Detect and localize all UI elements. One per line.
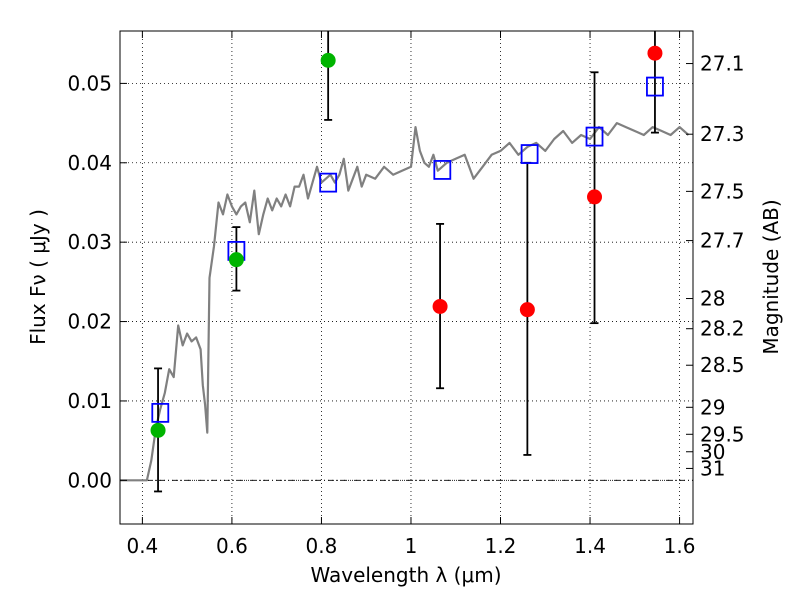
grid: [120, 31, 693, 524]
y2-tick-label: 29.5: [700, 422, 745, 446]
y2-tick-label: 28: [700, 287, 725, 311]
template-spectrum-line: [120, 121, 690, 482]
template-spectrum-layer: [120, 121, 690, 482]
model-square: [151, 402, 170, 423]
model-square-layer: [151, 76, 664, 423]
y2-tick-label: 27.7: [700, 229, 745, 253]
x-tick-label: 0.8: [306, 534, 338, 558]
y-axis-ticks: 0.00 0.01 0.02 0.03 0.04 0.05: [67, 71, 127, 492]
y-tick-label: 0.04: [67, 151, 112, 175]
red-point: [587, 189, 603, 205]
green-point: [150, 422, 166, 438]
x-axis-ticks: 0.4 0.6 0.8 1 1.2 1.4 1.6: [126, 31, 695, 558]
y-tick-label: 0.02: [67, 310, 112, 334]
model-square: [319, 172, 338, 193]
y2-tick-label: 27.3: [700, 122, 745, 146]
y-tick-label: 0.05: [67, 71, 112, 95]
x-axis-label: Wavelength λ (μm): [310, 563, 501, 587]
model-square: [520, 144, 539, 164]
y2-tick-label: 28.5: [700, 353, 745, 377]
y-tick-label: 0.03: [67, 230, 112, 254]
y2-tick-label: 31: [700, 456, 725, 480]
x-tick-label: 1.4: [574, 534, 606, 558]
y-tick-label: 0.01: [67, 389, 112, 413]
model-square: [433, 160, 452, 180]
green-point: [320, 52, 336, 68]
x-tick-label: 1: [405, 534, 418, 558]
red-point: [432, 298, 448, 314]
y2-tick-label: 28.2: [700, 317, 745, 341]
y2-tick-label: 30: [700, 440, 725, 464]
model-square: [646, 76, 664, 97]
plot-frame: [119, 30, 694, 525]
x-tick-label: 0.4: [126, 534, 158, 558]
x-tick-label: 1.2: [485, 534, 517, 558]
y2-tick-label: 27.5: [700, 179, 745, 203]
red-point: [647, 45, 663, 61]
y2-tick-label: 27.1: [700, 52, 745, 76]
y2-tick-label: 29: [700, 395, 725, 419]
model-square: [585, 126, 604, 147]
y-tick-label: 0.00: [67, 468, 112, 492]
y2-axis-label: Magnitude (AB): [759, 199, 783, 354]
x-tick-label: 1.6: [664, 534, 696, 558]
red-point: [519, 302, 535, 318]
data-point-layer: [150, 45, 663, 438]
y-axis-label: Flux Fν ( μJy ): [26, 209, 50, 345]
green-point: [228, 252, 244, 268]
x-tick-label: 0.6: [216, 534, 248, 558]
